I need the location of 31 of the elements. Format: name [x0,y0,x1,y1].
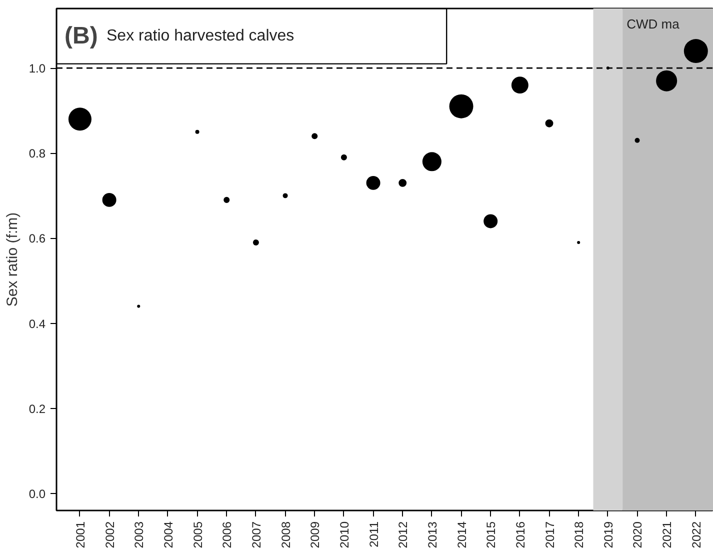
x-tick-label: 2016 [513,521,528,548]
x-tick-label: 2005 [190,521,205,548]
x-tick-label: 2018 [572,521,586,548]
x-tick-label: 2021 [660,521,674,548]
text: (B) Sex ratio harvested calves [64,22,294,50]
x-tick-label: 2011 [366,521,381,548]
y-tick-label: 0.2 [28,402,46,416]
band-label: CWD ma [626,16,680,32]
y-tick-label: 0.4 [28,316,46,331]
x-tick-label: 2004 [161,521,176,548]
x-tick-label: 2008 [278,521,293,548]
x-tick-label: 2010 [337,521,352,548]
x-tick-label: 2013 [425,521,440,548]
x-tick-label: 2001 [73,521,88,548]
x-tick-label: 2022 [689,521,704,548]
x-tick-label: 2017 [542,521,557,548]
y-axis-title: Sex ratio (f:m) [4,212,21,307]
y-tick-label: 1.0 [28,62,46,76]
y-tick-label: 0.8 [28,146,46,161]
x-tick-label: 2014 [454,521,469,548]
x-tick-label: 2015 [484,521,498,548]
x-tick-label: 2020 [630,521,645,548]
x-tick-label: 2006 [220,521,234,548]
x-tick-label: 2009 [308,521,322,548]
x-tick-label: 2007 [249,521,264,548]
x-tick-label: 2003 [132,521,146,548]
x-tick-label: 2019 [601,521,616,548]
x-tick-label: 2012 [396,521,410,548]
y-tick-label: 0.6 [28,232,46,246]
x-tick-label: 2002 [102,521,117,548]
y-tick-label: 0.0 [28,486,46,501]
